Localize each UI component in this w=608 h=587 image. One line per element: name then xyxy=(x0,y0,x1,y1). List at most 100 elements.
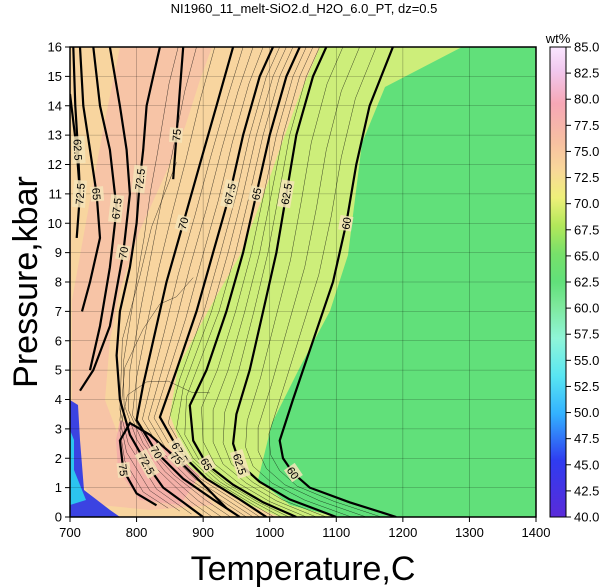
contour-line-minor xyxy=(201,47,307,517)
contour-label-bg xyxy=(219,179,239,209)
x-axis-label: Temperature,C xyxy=(191,550,416,587)
contour-line-minor xyxy=(268,47,382,517)
pink-region xyxy=(72,47,214,510)
contour-label-text: 70 xyxy=(147,445,164,462)
y-tick-label: 2 xyxy=(55,451,62,466)
contour-label-bg xyxy=(71,135,86,164)
contour-label-bg xyxy=(174,214,191,232)
contour-label-bg xyxy=(116,461,132,478)
x-tick-label: 700 xyxy=(59,525,81,540)
y-tick-label: 1 xyxy=(55,480,62,495)
x-tick-label: 1400 xyxy=(522,525,551,540)
y-tick-label: 15 xyxy=(48,69,62,84)
contour-line-62-5 xyxy=(231,47,337,517)
contour-label-text: 70 xyxy=(117,246,131,260)
contour-line-70 xyxy=(135,47,241,517)
colorbar: wt% 40.0 42.5 45.0 47.5 50.0 52.5 55.0 57.5 60.0… xyxy=(545,31,600,525)
y-axis-label: Pressure,kbar xyxy=(7,176,45,388)
colorbar-tick-label: 47.5 xyxy=(574,431,599,446)
colorbar-tick-label: 80.0 xyxy=(574,92,599,107)
contour-label-bg xyxy=(229,449,251,479)
contour-line-minor xyxy=(119,380,210,509)
colorbar-tick-label: 65.0 xyxy=(574,248,599,263)
contour-label-bg xyxy=(108,194,125,223)
y-tick-label: 4 xyxy=(55,392,62,407)
contour-label-text: 62.5 xyxy=(280,183,295,206)
contour-label: 75 xyxy=(168,127,184,143)
contour-line-minor xyxy=(128,47,222,517)
colorbar-tick-label: 60.0 xyxy=(574,301,599,316)
contour-line-60 xyxy=(278,47,397,517)
contour-label-text: 75 xyxy=(171,129,184,142)
contour-label-bg xyxy=(167,437,193,468)
contour-line-minor xyxy=(222,47,327,517)
contour-labels: 60 60 62.5 62.5 65 65 67.5 67.5 70 70 72.5 72.5 75 75… xyxy=(71,127,354,483)
x-tick-label: 1300 xyxy=(455,525,484,540)
colorbar-tick-label: 75.0 xyxy=(574,144,599,159)
contour-label-bg xyxy=(115,244,131,261)
colorbar-tick-label: 62.5 xyxy=(574,275,599,290)
blue-corner-region xyxy=(70,400,120,517)
contour-line-75 xyxy=(172,47,185,180)
contour-label: 67.5 xyxy=(108,194,125,223)
contour-label-bg xyxy=(147,442,167,462)
contour-line-minor xyxy=(132,47,231,517)
plot-area: 60 60 62.5 62.5 65 65 67.5 67.5 70 70 72.5 72.5 75 75… xyxy=(70,47,536,517)
contour-line-minor xyxy=(119,277,194,512)
contour-label: 62.5 xyxy=(71,135,86,164)
contour-label-bg xyxy=(71,179,88,208)
colorbar-tick-label: 82.5 xyxy=(574,66,599,81)
contour-label-text: 72.5 xyxy=(134,168,148,191)
cyan-corner-region xyxy=(70,430,86,505)
contour-label-bg xyxy=(197,454,217,474)
contour-label-text: 65 xyxy=(197,456,213,473)
chart-title: NI1960_11_melt-SiO2.d_H2O_6.0_PT, dz=0.5 xyxy=(171,1,438,16)
colorbar-tick-label: 55.0 xyxy=(574,353,599,368)
contour-label-text: 65 xyxy=(250,187,264,202)
contour-line-minor xyxy=(176,47,287,517)
contour-label-bg xyxy=(131,164,148,194)
y-tick-label: 10 xyxy=(48,216,62,231)
contour-line-70 xyxy=(79,47,132,392)
y-tick-label: 11 xyxy=(49,186,63,201)
contour-line-minor xyxy=(123,47,213,517)
contour-line-minor xyxy=(257,47,367,517)
contour-line-minor xyxy=(147,47,254,517)
contour-line-62-5 xyxy=(72,47,82,194)
x-tick-label: 800 xyxy=(126,525,148,540)
colorbar-tick-label: 77.5 xyxy=(574,118,599,133)
contour-line-minor xyxy=(184,47,294,517)
colorbar-tick-label: 57.5 xyxy=(574,327,599,342)
x-axis-ticks: 700 800 900 1000 1100 1200 1300 1400 xyxy=(59,517,550,540)
x-tick-label: 1000 xyxy=(255,525,284,540)
colorbar-tick-label: 45.0 xyxy=(574,457,599,472)
contour-label-bg xyxy=(167,448,187,468)
contour-label-bg xyxy=(338,214,354,232)
contour-label-text: 60 xyxy=(284,465,301,482)
colorbar-tick-label: 42.5 xyxy=(574,483,599,498)
colorbar-tick-label: 40.0 xyxy=(574,510,599,525)
contour-label-bg xyxy=(277,179,295,209)
contour-line-75 xyxy=(118,421,228,509)
y-tick-label: 7 xyxy=(55,304,62,319)
contour-label: 60 xyxy=(338,214,354,232)
contour-label: 65 xyxy=(247,185,265,203)
contour-lines xyxy=(70,47,397,517)
contour-label: 65 xyxy=(197,454,217,474)
contour-label-bg xyxy=(283,462,303,483)
contour-line-65 xyxy=(188,47,301,517)
contour-label-bg xyxy=(134,448,160,479)
colorbar-tick-label: 85.0 xyxy=(574,40,599,55)
y-tick-label: 6 xyxy=(55,333,62,348)
y-tick-label: 9 xyxy=(55,245,62,260)
y-tick-label: 3 xyxy=(55,421,62,436)
contour-line-minor xyxy=(167,47,280,517)
colorbar-tick-label: 72.5 xyxy=(574,170,599,185)
colorbar-tick-label: 67.5 xyxy=(574,222,599,237)
contour-label: 75 xyxy=(116,461,132,478)
y-tick-label: 12 xyxy=(48,157,62,172)
contour-label-text: 70 xyxy=(177,216,192,231)
contour-line-67-5 xyxy=(158,47,275,517)
